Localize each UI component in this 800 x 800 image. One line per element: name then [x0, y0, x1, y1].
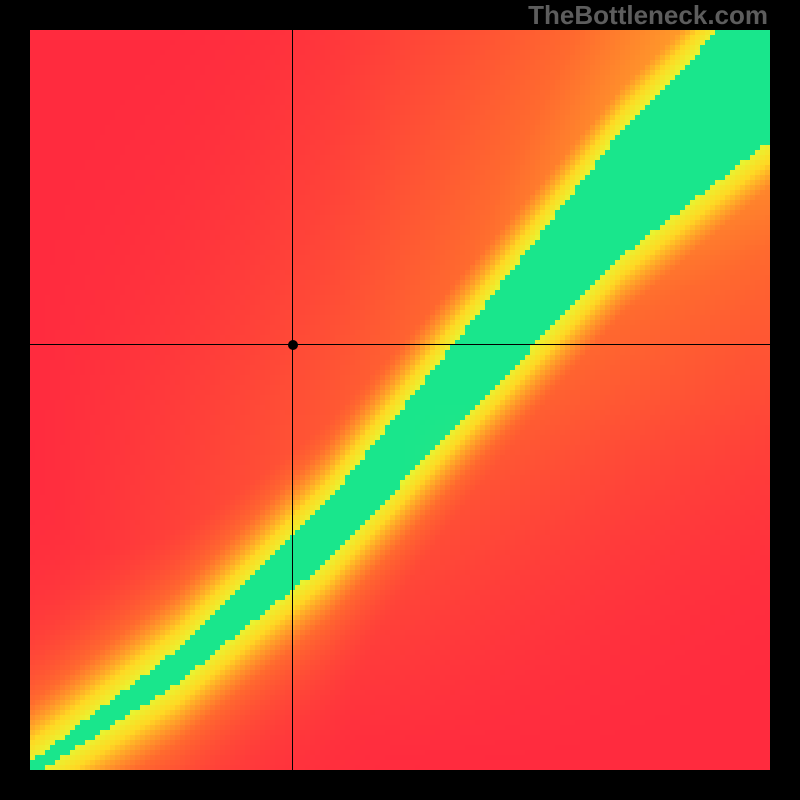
crosshair-horizontal	[30, 344, 770, 345]
heatmap-canvas	[30, 30, 770, 770]
crosshair-marker	[288, 340, 298, 350]
crosshair-vertical	[292, 30, 293, 770]
watermark-text: TheBottleneck.com	[528, 0, 768, 31]
chart-container: TheBottleneck.com	[0, 0, 800, 800]
